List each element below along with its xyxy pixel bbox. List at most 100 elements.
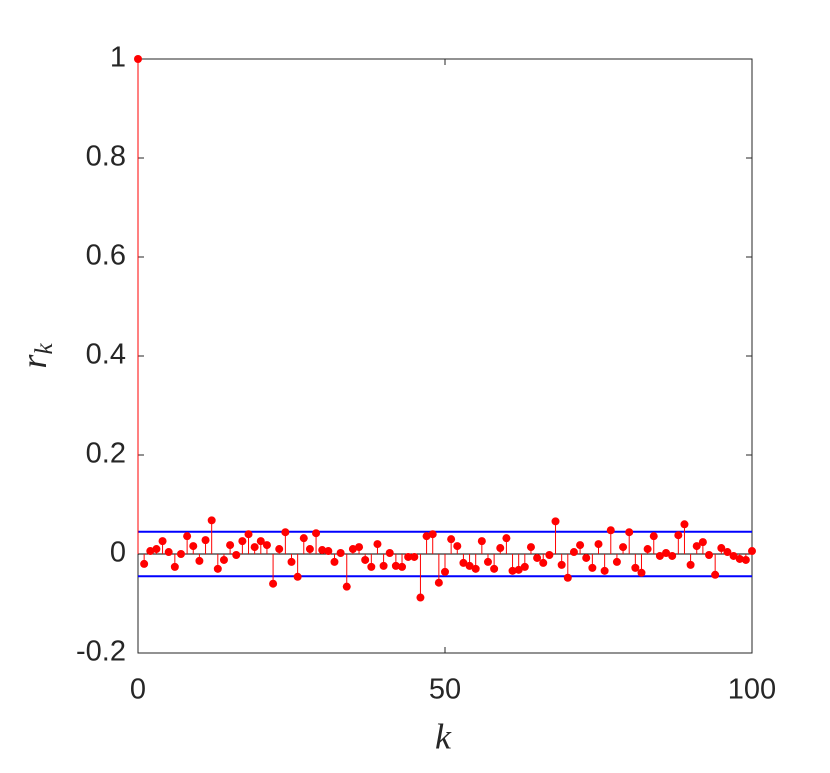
y-tick-label: 0.2 — [86, 438, 126, 470]
stem-marker — [705, 550, 714, 559]
stem-marker — [557, 560, 566, 569]
stem-marker — [717, 544, 726, 553]
stem-marker — [612, 557, 621, 566]
x-axis-label: k — [435, 716, 452, 756]
stem-marker — [625, 528, 634, 537]
stem-marker — [477, 537, 486, 546]
stem-marker — [526, 543, 535, 552]
stem-marker — [631, 563, 640, 572]
x-tick-label: 50 — [429, 674, 461, 706]
stem-marker — [428, 530, 437, 539]
stem-marker — [649, 532, 658, 541]
stem-marker — [514, 565, 523, 574]
stem-marker — [723, 548, 732, 557]
stem-marker — [545, 550, 554, 559]
stem-marker — [367, 562, 376, 571]
stem-marker — [686, 560, 695, 569]
y-tick-label: -0.2 — [76, 636, 126, 668]
stem-marker — [201, 536, 210, 545]
stem-marker — [520, 562, 529, 571]
stem-marker — [318, 546, 327, 555]
stem-marker — [594, 540, 603, 549]
stem-marker — [680, 520, 689, 529]
stem-marker — [219, 555, 228, 564]
stem-marker — [312, 529, 321, 538]
stem-marker — [183, 532, 192, 541]
stem-marker — [195, 556, 204, 565]
stem-marker — [281, 528, 290, 537]
stem-marker — [348, 545, 357, 554]
y-tick-label: 0 — [110, 537, 126, 569]
stem-marker — [404, 552, 413, 561]
y-tick-label: 1 — [110, 42, 126, 74]
stem-marker — [735, 554, 744, 563]
stem-marker — [170, 562, 179, 571]
stem-marker — [342, 582, 351, 591]
stem-marker — [385, 549, 394, 558]
stem-marker — [551, 517, 560, 526]
stem-marker — [140, 559, 149, 568]
y-axis-label-base: r — [14, 354, 54, 369]
stem-marker — [189, 542, 198, 551]
stem-marker — [453, 542, 462, 551]
stem-marker — [741, 555, 750, 564]
stem-marker — [232, 550, 241, 559]
stem-marker — [299, 534, 308, 543]
stem-marker — [152, 545, 161, 554]
stem-marker — [434, 578, 443, 587]
stem-marker — [164, 548, 173, 557]
stem-marker — [459, 558, 468, 567]
stem-marker — [563, 573, 572, 582]
stem-marker — [729, 551, 738, 560]
stem-marker — [324, 547, 333, 556]
stem-marker — [502, 534, 511, 543]
stem-marker — [355, 543, 364, 552]
stem-marker — [606, 526, 615, 535]
stem-marker — [637, 568, 646, 577]
stem-marker — [244, 530, 253, 539]
stem-marker — [668, 551, 677, 560]
stem-marker — [391, 561, 400, 570]
stem-marker — [213, 564, 222, 573]
stem-marker — [379, 561, 388, 570]
stem-marker — [134, 55, 142, 63]
stem-marker — [447, 535, 456, 544]
stem-marker — [508, 566, 517, 575]
stem-marker — [662, 549, 671, 558]
stem-marker — [293, 572, 302, 581]
stem-marker — [465, 561, 474, 570]
stem-marker — [711, 570, 720, 579]
stem-marker — [569, 548, 578, 557]
stem-marker — [361, 555, 370, 564]
stem-marker — [698, 538, 707, 547]
stem-marker — [533, 553, 542, 562]
stem-marker — [471, 564, 480, 573]
y-tick-label: 0.8 — [86, 141, 126, 173]
stem-marker — [336, 549, 345, 558]
stem-marker — [692, 542, 701, 551]
y-tick-label: 0.4 — [86, 339, 126, 371]
stem-marker — [226, 541, 235, 550]
stem-marker — [287, 557, 296, 566]
stem-marker — [600, 566, 609, 575]
stem-marker — [250, 543, 259, 552]
stem-marker — [576, 541, 585, 550]
stem-marker — [582, 553, 591, 562]
stem-marker — [416, 593, 425, 602]
y-tick-label: 0.6 — [86, 240, 126, 272]
x-tick-label: 100 — [728, 674, 776, 706]
stem-marker — [674, 531, 683, 540]
x-tick-label: 0 — [130, 674, 146, 706]
stem-marker — [539, 558, 548, 567]
stem-marker — [619, 543, 628, 552]
y-axis-label-sub: k — [31, 343, 58, 355]
stem-marker — [422, 532, 431, 541]
stem-marker — [410, 552, 419, 561]
stem-marker — [655, 551, 664, 560]
stem-marker — [496, 544, 505, 553]
y-axis-label: rk — [14, 343, 57, 369]
stem-marker — [441, 567, 449, 576]
stem-marker — [275, 545, 284, 554]
stem-marker — [748, 547, 756, 556]
